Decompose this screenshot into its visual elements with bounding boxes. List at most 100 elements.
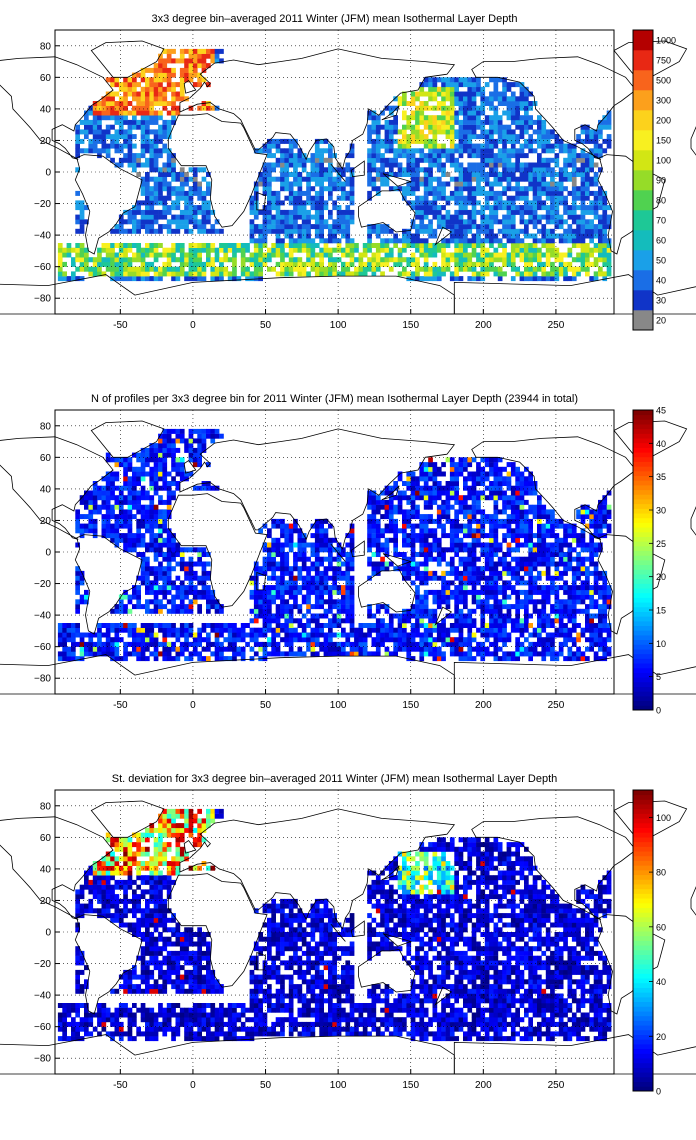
data-cell bbox=[484, 238, 490, 244]
data-cell bbox=[145, 200, 150, 206]
data-cell bbox=[576, 134, 581, 140]
data-cell bbox=[449, 623, 455, 628]
data-cell bbox=[245, 257, 250, 263]
data-cell bbox=[140, 271, 146, 277]
data-cell bbox=[153, 589, 159, 595]
data-cell bbox=[441, 172, 446, 177]
data-cell bbox=[471, 77, 477, 83]
data-cell bbox=[476, 589, 481, 595]
data-cell bbox=[563, 566, 568, 572]
data-cell bbox=[510, 138, 516, 144]
data-cell bbox=[293, 261, 298, 267]
data-cell bbox=[71, 651, 76, 657]
data-cell bbox=[166, 224, 172, 230]
data-cell bbox=[149, 200, 155, 206]
data-cell bbox=[467, 82, 473, 88]
data-cell bbox=[598, 623, 603, 628]
data-cell bbox=[214, 646, 220, 652]
data-cell bbox=[140, 276, 146, 282]
data-cell bbox=[532, 172, 538, 177]
data-cell bbox=[162, 589, 168, 595]
data-cell bbox=[432, 153, 438, 159]
colorbar-label: 1000 bbox=[656, 36, 676, 46]
data-cell bbox=[528, 176, 533, 182]
data-cell bbox=[75, 641, 80, 647]
data-cell bbox=[449, 641, 455, 647]
data-cell bbox=[476, 276, 481, 282]
data-cell bbox=[336, 604, 342, 610]
data-cell bbox=[253, 247, 259, 253]
data-cell bbox=[336, 181, 342, 187]
data-cell bbox=[528, 594, 533, 600]
data-cell bbox=[436, 86, 442, 92]
data-cell bbox=[328, 641, 333, 647]
data-cell bbox=[92, 124, 98, 130]
data-cell bbox=[267, 252, 272, 258]
data-cell bbox=[101, 105, 107, 111]
data-cell bbox=[497, 119, 503, 125]
data-cell bbox=[554, 186, 560, 192]
data-cell bbox=[489, 570, 494, 576]
data-cell bbox=[62, 632, 67, 638]
data-cell bbox=[132, 623, 137, 628]
data-cell bbox=[245, 276, 250, 282]
data-cell bbox=[158, 585, 163, 591]
data-cell bbox=[262, 261, 268, 267]
data-cell bbox=[105, 646, 111, 652]
data-cell bbox=[162, 556, 168, 562]
data-cell bbox=[606, 627, 612, 633]
data-cell bbox=[227, 271, 233, 277]
data-cell bbox=[502, 651, 507, 657]
data-cell bbox=[467, 176, 473, 182]
data-cell bbox=[606, 585, 612, 591]
data-cell bbox=[171, 580, 176, 586]
x-tick-label: 0 bbox=[190, 320, 196, 331]
data-cell bbox=[471, 238, 477, 244]
data-cell bbox=[349, 186, 355, 192]
data-cell bbox=[388, 247, 394, 253]
data-cell bbox=[162, 594, 168, 600]
data-cell bbox=[489, 228, 494, 234]
data-cell bbox=[419, 209, 425, 215]
data-cell bbox=[206, 570, 211, 576]
data-cell bbox=[175, 594, 181, 600]
data-cell bbox=[267, 181, 272, 187]
data-cell bbox=[118, 224, 124, 230]
data-cell bbox=[458, 547, 464, 553]
data-cell bbox=[393, 119, 398, 125]
data-cell bbox=[541, 651, 547, 657]
data-cell bbox=[214, 276, 220, 282]
data-cell bbox=[476, 271, 481, 277]
data-cell bbox=[149, 186, 155, 192]
data-cell bbox=[179, 589, 185, 595]
data-cell bbox=[606, 143, 612, 149]
data-cell bbox=[166, 580, 172, 586]
data-cell bbox=[441, 119, 446, 125]
data-cell bbox=[410, 157, 416, 163]
data-cell bbox=[471, 623, 477, 628]
data-cell bbox=[593, 627, 599, 633]
data-cell bbox=[476, 224, 481, 230]
data-cell bbox=[467, 224, 473, 230]
data-cell bbox=[532, 167, 538, 173]
data-cell bbox=[145, 134, 150, 140]
data-cell bbox=[206, 623, 211, 628]
data-cell bbox=[480, 575, 486, 581]
data-cell bbox=[541, 646, 547, 652]
data-cell bbox=[576, 656, 581, 662]
data-cell bbox=[428, 228, 433, 234]
data-cell bbox=[267, 200, 272, 206]
data-cell bbox=[262, 243, 268, 248]
data-cell bbox=[149, 115, 155, 121]
data-cell bbox=[449, 82, 455, 88]
data-cell bbox=[301, 224, 307, 230]
data-cell bbox=[458, 651, 464, 657]
data-cell bbox=[371, 552, 377, 557]
data-cell bbox=[602, 276, 608, 282]
data-cell bbox=[510, 618, 516, 624]
data-cell bbox=[489, 195, 494, 201]
data-cell bbox=[558, 561, 564, 567]
data-cell bbox=[319, 167, 324, 173]
data-cell bbox=[323, 138, 329, 144]
data-cell bbox=[384, 181, 390, 187]
